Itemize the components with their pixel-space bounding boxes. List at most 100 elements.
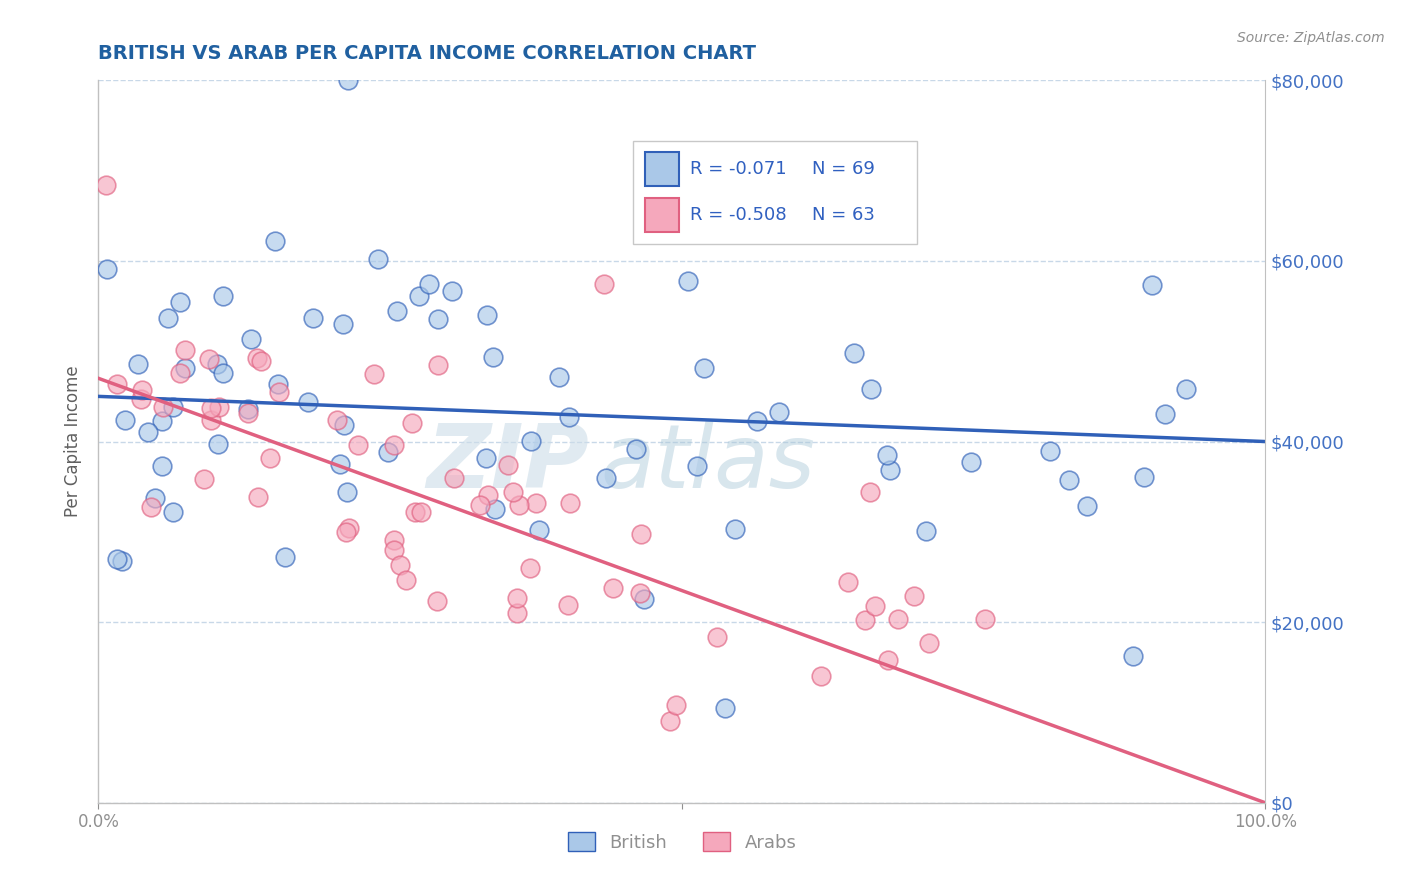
Point xyxy=(876,448,898,462)
Point xyxy=(401,416,423,430)
Point xyxy=(263,234,285,248)
Point xyxy=(810,669,832,683)
Point xyxy=(211,367,233,381)
Point xyxy=(107,377,129,392)
Point xyxy=(858,484,880,499)
Point xyxy=(633,591,655,606)
Point xyxy=(1122,648,1144,663)
Point xyxy=(240,332,263,346)
Point xyxy=(853,613,876,627)
Point xyxy=(520,434,543,448)
Point xyxy=(877,653,900,667)
Point xyxy=(427,358,450,372)
Text: N = 69: N = 69 xyxy=(811,160,875,178)
Point xyxy=(157,311,180,326)
Text: BRITISH VS ARAB PER CAPITA INCOME CORRELATION CHART: BRITISH VS ARAB PER CAPITA INCOME CORREL… xyxy=(98,45,756,63)
Point xyxy=(131,383,153,397)
Point xyxy=(333,418,356,433)
Point xyxy=(387,304,409,318)
Point xyxy=(626,442,648,456)
Point xyxy=(879,463,901,477)
Point xyxy=(443,471,465,485)
Point xyxy=(326,413,349,427)
Point xyxy=(200,413,222,427)
Point xyxy=(496,458,519,473)
Point xyxy=(404,506,426,520)
Point xyxy=(665,698,688,712)
Point xyxy=(745,414,768,428)
Point xyxy=(96,178,118,192)
Point xyxy=(114,413,136,427)
Point xyxy=(152,400,174,414)
FancyBboxPatch shape xyxy=(633,141,917,244)
Point xyxy=(207,437,229,451)
Point xyxy=(502,484,524,499)
Point xyxy=(363,367,385,381)
Point xyxy=(145,491,167,506)
Point xyxy=(441,284,464,298)
Point xyxy=(475,308,498,322)
Point xyxy=(150,459,173,474)
Point xyxy=(246,491,269,505)
Point xyxy=(527,523,550,537)
Point xyxy=(595,471,617,485)
Point xyxy=(208,400,231,414)
Point xyxy=(174,343,197,358)
Point xyxy=(169,366,191,380)
Point xyxy=(418,277,440,291)
Point xyxy=(162,401,184,415)
Point xyxy=(427,312,450,326)
Point xyxy=(1174,383,1197,397)
Point xyxy=(837,575,859,590)
Point xyxy=(903,589,925,603)
Point xyxy=(714,701,737,715)
Point xyxy=(408,289,430,303)
Point xyxy=(150,414,173,428)
Point xyxy=(335,525,357,540)
Point xyxy=(468,498,491,512)
Point xyxy=(706,631,728,645)
Bar xyxy=(645,152,679,186)
Point xyxy=(174,360,197,375)
Point xyxy=(508,499,530,513)
Point xyxy=(337,521,360,535)
Point xyxy=(129,392,152,407)
Point xyxy=(259,451,281,466)
Point xyxy=(859,382,882,396)
Point xyxy=(198,352,221,367)
Point xyxy=(267,377,290,392)
Point xyxy=(236,401,259,416)
Point xyxy=(96,261,118,276)
Point xyxy=(724,522,747,536)
Point xyxy=(519,560,541,574)
Point xyxy=(382,533,405,548)
Point xyxy=(409,505,432,519)
Point xyxy=(918,636,941,650)
Point xyxy=(1057,473,1080,487)
Point xyxy=(169,294,191,309)
Point xyxy=(1153,408,1175,422)
Point xyxy=(524,496,547,510)
Point xyxy=(602,581,624,595)
Point xyxy=(382,543,405,558)
Point xyxy=(558,409,581,424)
Point xyxy=(388,558,411,573)
Text: N = 63: N = 63 xyxy=(811,206,875,224)
Point xyxy=(141,500,163,514)
Point xyxy=(105,552,128,566)
Point xyxy=(628,585,651,599)
Legend: British, Arabs: British, Arabs xyxy=(561,825,803,859)
Point xyxy=(273,550,295,565)
Point xyxy=(329,457,352,471)
Point xyxy=(337,73,360,87)
Point xyxy=(558,495,581,509)
Point xyxy=(246,351,269,365)
Text: atlas: atlas xyxy=(600,420,815,507)
Point xyxy=(250,354,273,368)
Point xyxy=(395,574,418,588)
Point xyxy=(193,472,215,486)
Point xyxy=(297,395,319,409)
Point xyxy=(475,450,498,465)
Y-axis label: Per Capita Income: Per Capita Income xyxy=(65,366,83,517)
Point xyxy=(548,370,571,384)
